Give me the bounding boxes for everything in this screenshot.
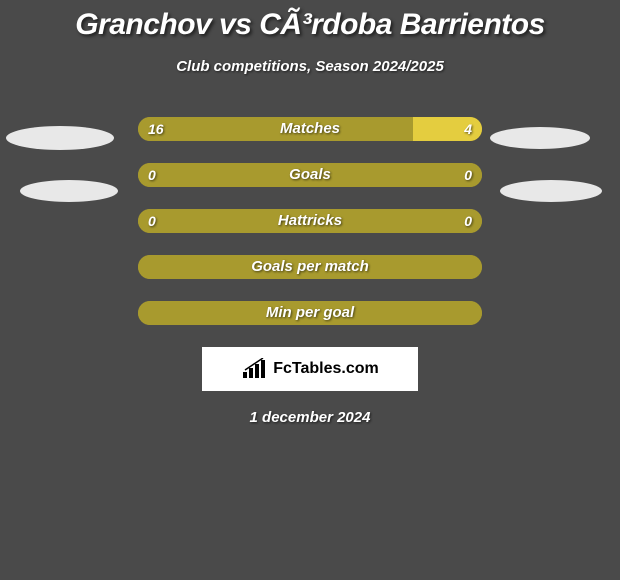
stat-label: Goals <box>138 163 482 187</box>
stats-bars-container: 16 Matches 4 0 Goals 0 0 Hattricks 0 Goa… <box>0 117 620 325</box>
stat-label: Min per goal <box>138 301 482 325</box>
logo-text: FcTables.com <box>273 360 379 378</box>
stat-row-min-per-goal: Min per goal <box>0 301 620 325</box>
stat-right-value: 0 <box>464 163 472 187</box>
stat-row-matches: 16 Matches 4 <box>0 117 620 141</box>
date-text: 1 december 2024 <box>0 409 620 426</box>
page-title: Granchov vs CÃ³rdoba Barrientos <box>0 0 620 42</box>
fctables-logo: FcTables.com <box>202 347 418 391</box>
stat-right-value: 0 <box>464 209 472 233</box>
stat-label: Hattricks <box>138 209 482 233</box>
stat-label: Matches <box>138 117 482 141</box>
stat-label: Goals per match <box>138 255 482 279</box>
stat-row-hattricks: 0 Hattricks 0 <box>0 209 620 233</box>
stat-right-value: 4 <box>464 117 472 141</box>
stat-row-goals-per-match: Goals per match <box>0 255 620 279</box>
stat-row-goals: 0 Goals 0 <box>0 163 620 187</box>
chart-icon <box>241 358 267 380</box>
page-subtitle: Club competitions, Season 2024/2025 <box>0 58 620 75</box>
